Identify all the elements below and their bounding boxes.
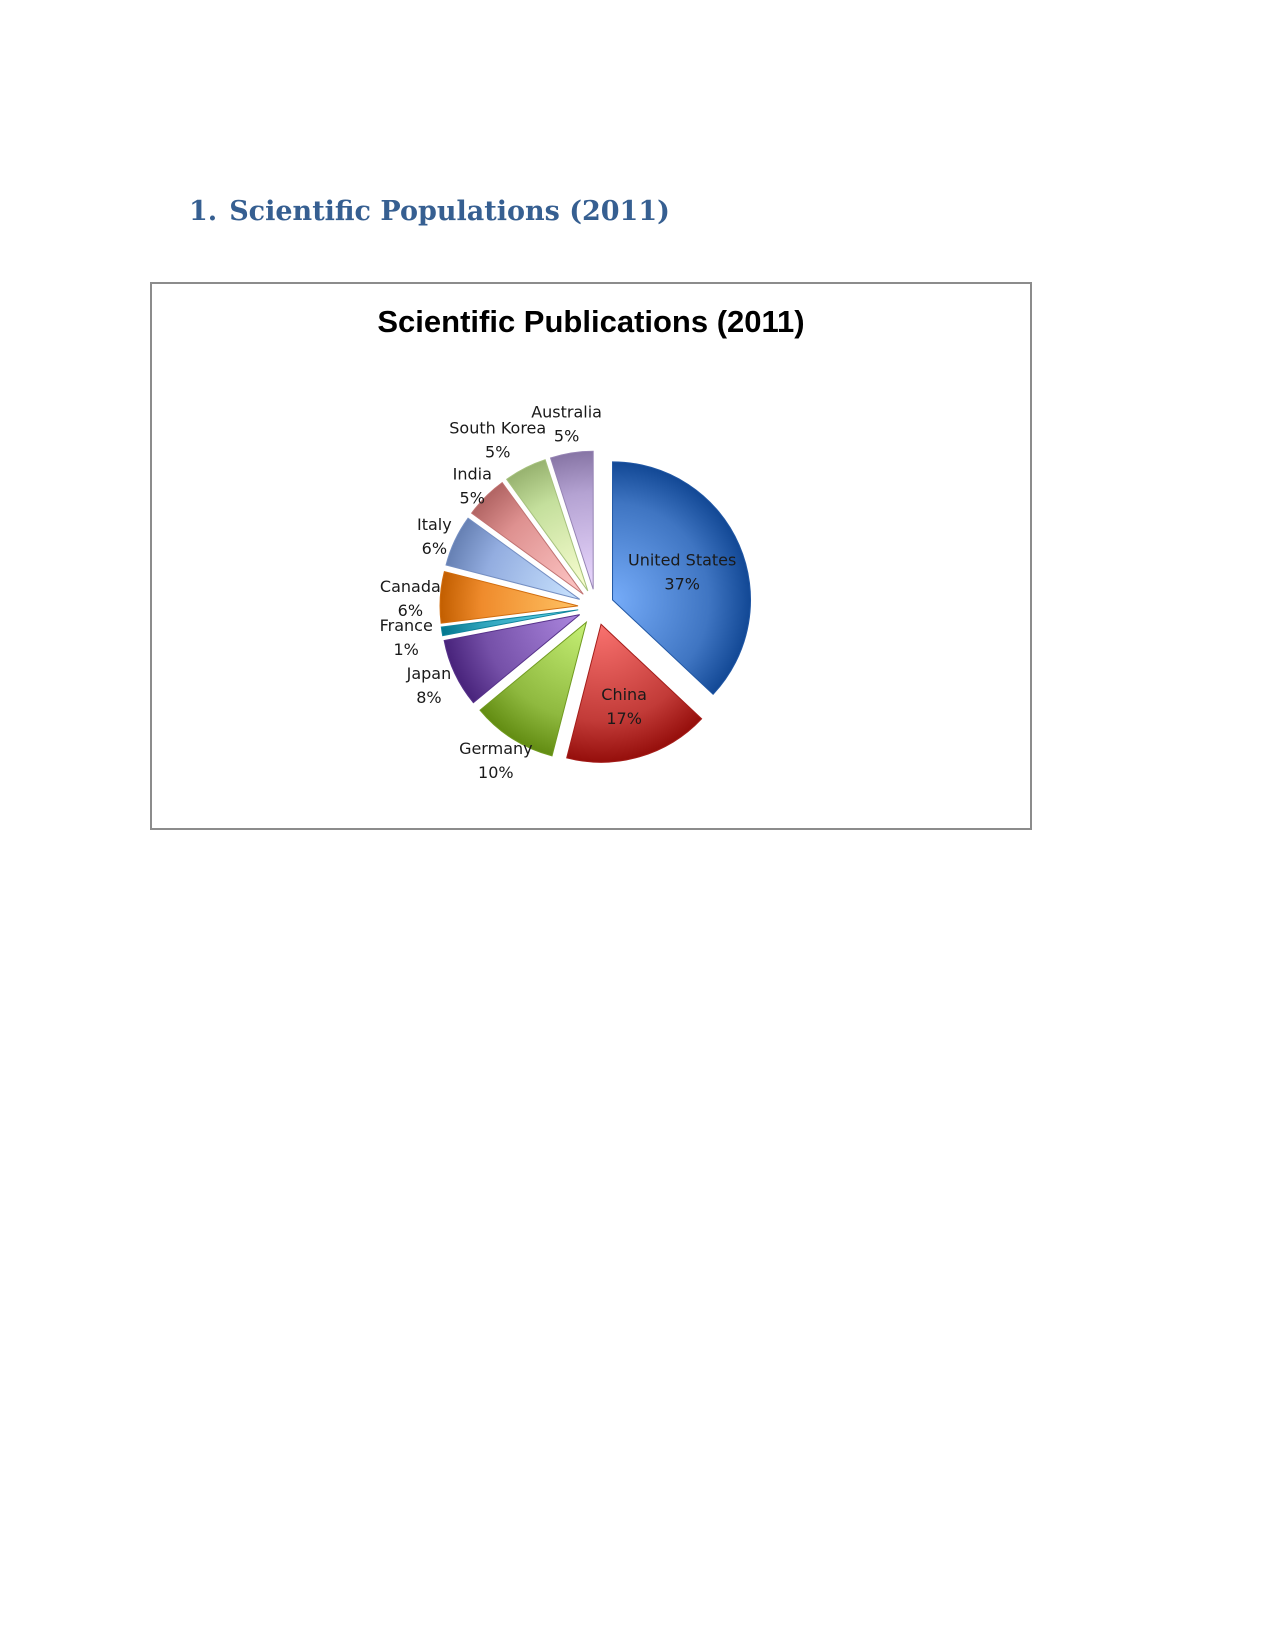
data-label-value: 5% [485,443,510,462]
data-label-category: Australia [531,402,602,421]
data-label-value: 5% [554,426,579,445]
data-label-category: India [453,464,492,483]
data-label-value: 6% [422,539,447,558]
data-label-category: France [380,616,433,635]
data-label-category: South Korea [449,419,546,438]
section-heading-number: 1. [189,196,218,227]
pie-slice-india [470,481,584,595]
data-label-category: China [601,685,647,704]
section-heading: 1. Scientific Populations (2011) [189,196,670,227]
data-label-category: Canada [380,577,441,596]
data-label-value: 1% [393,640,418,659]
chart-title: Scientific Publications (2011) [377,304,805,339]
pie-slice-china [566,623,703,763]
pie-slice-germany [479,620,588,757]
data-label-japan: Japan 8% [406,664,452,707]
data-label-china: China 17% [601,685,647,728]
data-label-category: Italy [417,515,452,534]
pie-slice-canada [439,570,579,624]
pie-slice-japan [443,614,581,704]
chart-frame: Scientific Publications (2011) United St… [150,282,1032,830]
data-label-value: 6% [398,601,423,620]
data-label-value: 17% [606,709,642,728]
data-label-category: United States [628,551,736,570]
pie-slice-south-korea [506,459,589,592]
data-label-value: 10% [478,763,514,782]
data-label-canada: Canada 6% [380,577,441,620]
data-label-india: India 5% [453,464,492,507]
pie-slice-australia [549,450,594,590]
data-label-value: 8% [416,688,441,707]
data-label-australia: Australia 5% [531,402,602,445]
data-label-germany: Germany 10% [459,739,533,782]
pie-slice-italy [445,517,581,600]
data-label-france: France 1% [380,616,433,659]
data-label-value: 37% [664,575,700,594]
data-label-south-korea: South Korea 5% [449,419,546,462]
section-heading-text: Scientific Populations (2011) [229,196,670,227]
data-label-category: Germany [459,739,533,758]
pie-slice-france [440,609,579,637]
data-label-italy: Italy 6% [417,515,452,558]
data-label-category: Japan [406,664,452,683]
pie-chart: United States 37% China 17% Germany 10% Japan 8… [380,402,751,782]
data-label-united-states: United States 37% [628,551,736,594]
data-label-value: 5% [460,488,485,507]
pie-slice-united-states [612,461,751,696]
